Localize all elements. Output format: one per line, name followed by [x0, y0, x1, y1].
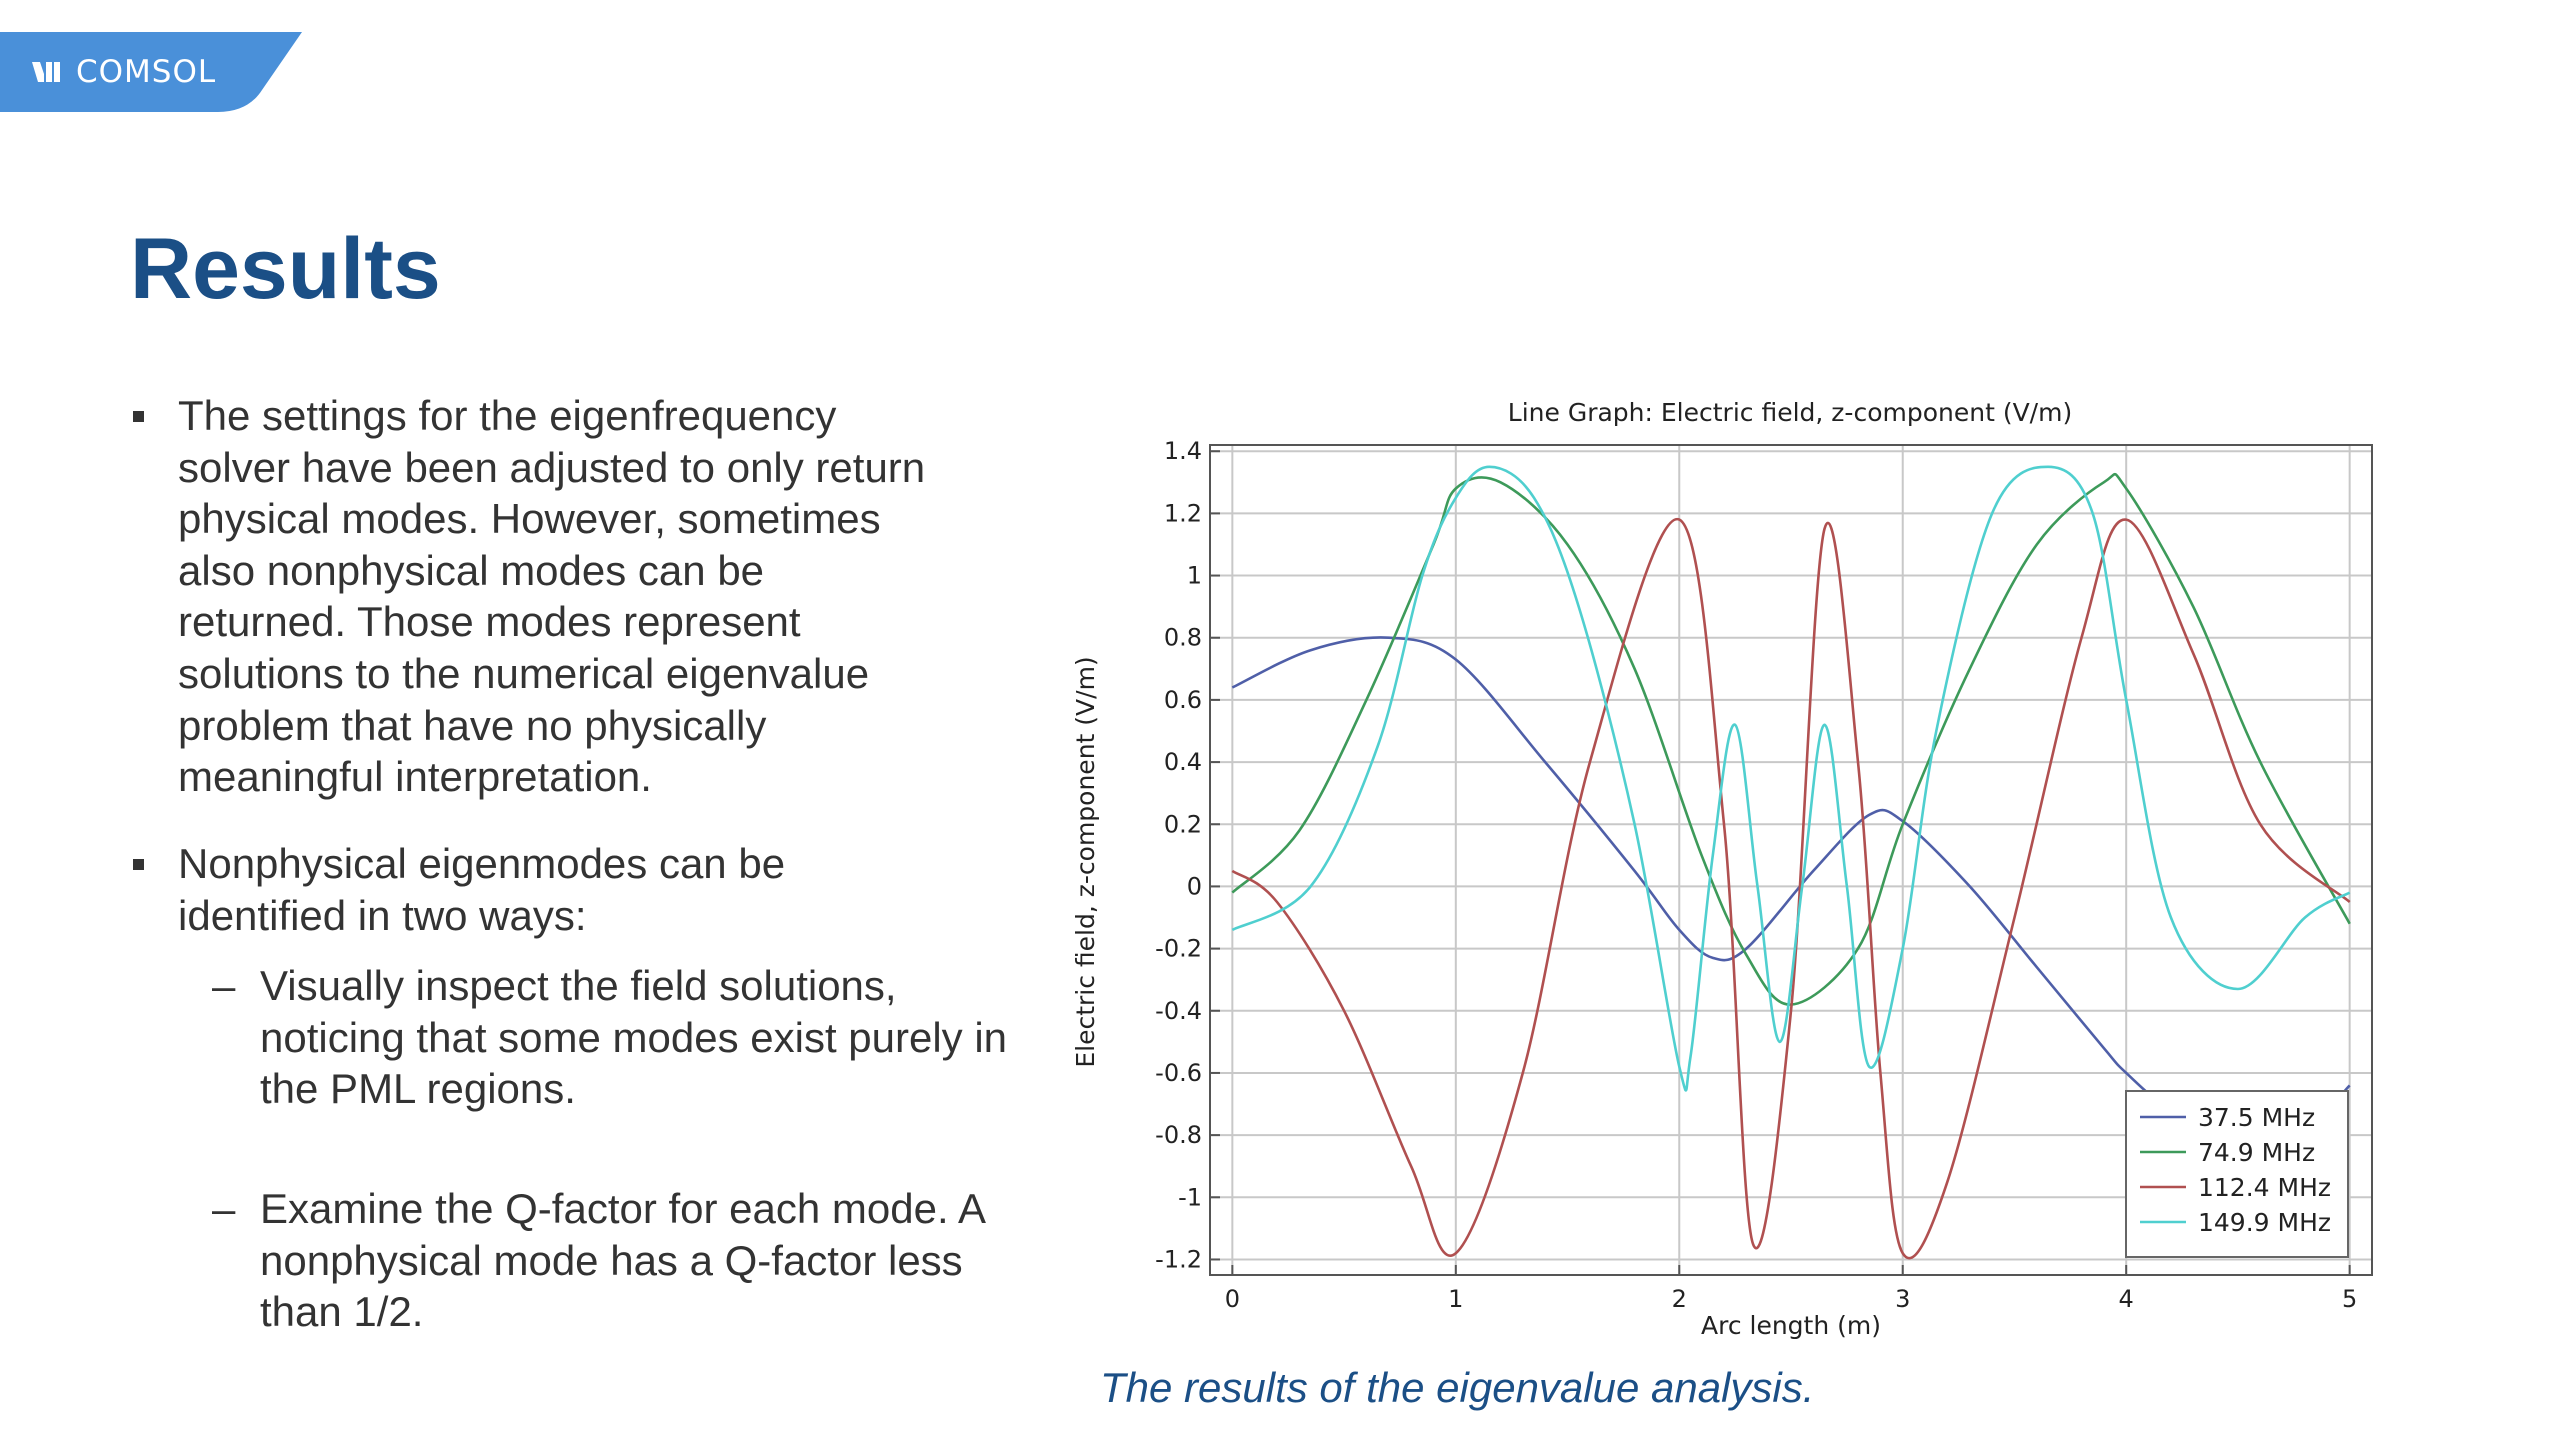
x-tick-label: 1 — [1448, 1285, 1463, 1313]
legend-box — [2125, 1090, 2349, 1258]
y-tick-label: -0.2 — [1155, 935, 1202, 963]
sub-bullet-dash-icon: – — [212, 1185, 236, 1232]
logo-tab-bg — [0, 32, 302, 112]
y-tick-label: 1.4 — [1164, 437, 1202, 465]
plot-frame — [1209, 444, 2373, 1276]
y-tick-label: 1.2 — [1164, 499, 1202, 527]
y-tick-label: -1 — [1178, 1183, 1202, 1211]
line-graph-chart: Line Graph: Electric field, z-component … — [1071, 398, 2373, 1340]
y-tick-label: -0.4 — [1155, 997, 1202, 1025]
y-tick-label: -0.6 — [1155, 1059, 1202, 1087]
sub-bullet-text: Visually inspect the field solutions, no… — [260, 962, 1008, 1113]
y-tick-label: -1.2 — [1155, 1245, 1202, 1273]
x-tick-label: 4 — [2119, 1285, 2134, 1313]
y-tick-label: -0.8 — [1155, 1121, 1202, 1149]
y-tick-label: 0.8 — [1164, 624, 1202, 652]
series-line-2 — [1231, 472, 2351, 1006]
comsol-logo-text: COMSOL — [76, 54, 217, 90]
chart-ticks: 0 1 2 3 4 5 1.4 1.2 1 0.8 0.6 0.4 0.2 0 -0.2 -0.4 -0.6 -0… — [1155, 437, 2357, 1313]
x-tick-label: 2 — [1672, 1285, 1687, 1313]
series-line-3 — [1231, 518, 2351, 1260]
sub-bullet-text: Examine the Q-factor for each mode. A no… — [260, 1185, 984, 1336]
y-tick-label: 0.2 — [1164, 810, 1202, 838]
bullet-square-icon — [133, 411, 144, 422]
legend-label: 37.5 MHz — [2198, 1103, 2315, 1132]
series-line-1 — [1231, 636, 2351, 1144]
bullet-square-icon — [133, 859, 144, 870]
bullet-text: Nonphysical eigenmodes can be identified… — [178, 840, 786, 939]
chart-legend: 37.5 MHz 74.9 MHz 112.4 MHz 149.9 MHz — [2125, 1090, 2349, 1258]
chart-title: Line Graph: Electric field, z-component … — [1508, 398, 2072, 427]
legend-label: 149.9 MHz — [2198, 1208, 2331, 1237]
y-tick-label: 0 — [1187, 872, 1202, 900]
y-tick-label: 0.6 — [1164, 686, 1202, 714]
x-tick-label: 5 — [2342, 1285, 2357, 1313]
figure-caption: The results of the eigenvalue analysis. — [1100, 1364, 1815, 1411]
legend-label: 112.4 MHz — [2198, 1173, 2331, 1202]
x-axis-label: Arc length (m) — [1701, 1311, 1881, 1340]
series-line-4 — [1231, 465, 2351, 1092]
x-tick-label: 3 — [1895, 1285, 1910, 1313]
bullet-text: The settings for the eigenfrequency solv… — [178, 392, 926, 801]
legend-label: 74.9 MHz — [2198, 1138, 2315, 1167]
comsol-logo-icon — [32, 62, 60, 82]
logo-tab-shape — [0, 32, 302, 112]
x-tick-label: 0 — [1225, 1285, 1240, 1313]
y-tick-label: 1 — [1187, 562, 1202, 590]
slide-title: Results — [130, 221, 441, 317]
y-axis-label: Electric field, z-component (V/m) — [1071, 656, 1100, 1067]
y-tick-label: 0.4 — [1164, 748, 1202, 776]
sub-bullet-dash-icon: – — [212, 962, 236, 1009]
comsol-logo-tab — [0, 32, 302, 112]
